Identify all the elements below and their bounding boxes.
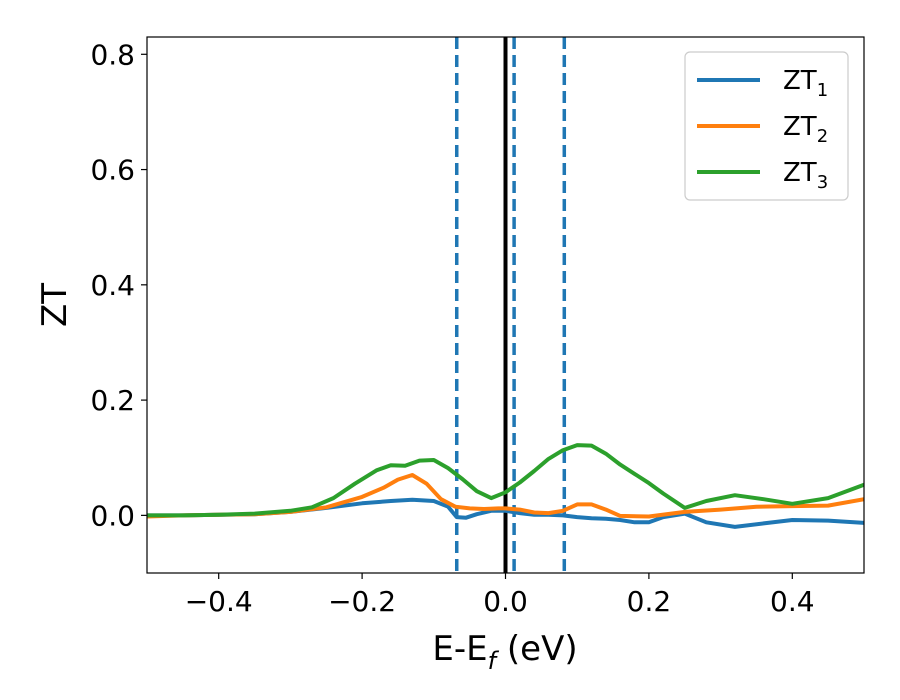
series-line-zt1 <box>147 497 864 529</box>
y-tick-label: 0.4 <box>90 269 135 302</box>
x-tick-label: −0.2 <box>328 585 396 618</box>
legend-box <box>684 51 849 201</box>
x-axis-label: E-Ef (eV) <box>432 629 577 675</box>
x-tick-label: 0.0 <box>483 585 528 618</box>
y-tick-label: 0.0 <box>90 499 135 532</box>
series-line-zt2 <box>147 473 864 519</box>
y-tick-label: 0.6 <box>90 154 135 187</box>
x-tick-label: 0.2 <box>627 585 672 618</box>
series-line-zt3 <box>147 443 864 518</box>
x-axis-ticks: −0.4 −0.2 0.0 0.2 0.4 <box>185 573 815 618</box>
y-axis-label: ZT <box>35 283 75 327</box>
y-tick-label: 0.2 <box>90 384 135 417</box>
reference-lines <box>454 37 567 573</box>
x-tick-label: −0.4 <box>185 585 253 618</box>
legend: ZT1 ZT2 ZT3 <box>684 51 849 201</box>
legend-label-zt2: ZT2 <box>783 112 828 147</box>
x-tick-label: 0.4 <box>770 585 815 618</box>
y-tick-label: 0.8 <box>90 38 135 71</box>
legend-label-zt1: ZT1 <box>783 66 828 101</box>
legend-label-zt3: ZT3 <box>783 158 828 193</box>
y-axis-ticks: 0.0 0.2 0.4 0.6 0.8 <box>90 38 147 532</box>
series-lines <box>147 443 864 529</box>
